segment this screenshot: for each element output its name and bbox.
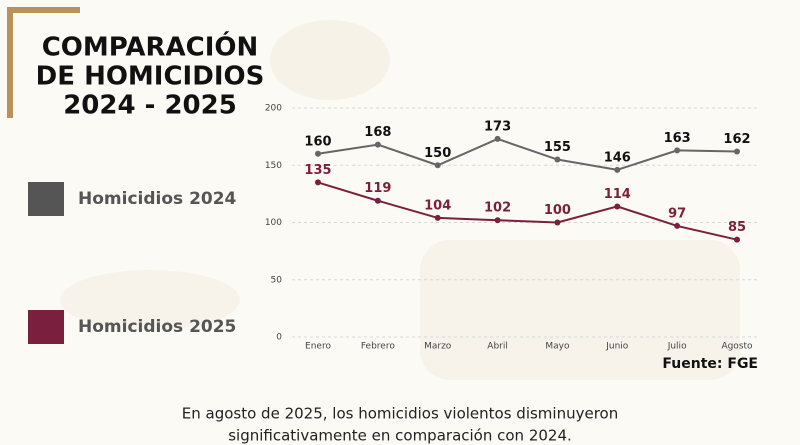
source: Fuente: FGE xyxy=(662,356,758,372)
data-label: 100 xyxy=(544,203,571,218)
background-decor xyxy=(60,20,740,380)
x-tick-label: Junio xyxy=(605,342,629,352)
point xyxy=(674,222,681,229)
legend-swatch xyxy=(28,182,64,216)
legend-swatch xyxy=(28,310,64,344)
x-tick-label: Febrero xyxy=(361,342,395,352)
point xyxy=(674,147,681,154)
x-tick-label: Enero xyxy=(305,342,331,352)
point xyxy=(434,162,441,169)
data-label: 160 xyxy=(304,134,331,149)
point xyxy=(614,203,621,210)
data-label: 114 xyxy=(604,187,631,202)
point xyxy=(554,156,561,163)
point xyxy=(494,217,501,224)
footnote: significativamente en comparación con 20… xyxy=(228,427,572,445)
data-label: 85 xyxy=(728,220,746,235)
y-tick-label: 150 xyxy=(265,161,282,171)
x-tick-label: Julio xyxy=(667,342,687,352)
data-label: 146 xyxy=(604,150,631,165)
point xyxy=(494,135,501,142)
data-label: 104 xyxy=(424,198,451,213)
x-tick-label: Marzo xyxy=(424,342,452,352)
series-line xyxy=(317,181,738,241)
data-label: 163 xyxy=(664,131,691,146)
point xyxy=(734,148,740,155)
data-label: 162 xyxy=(723,132,750,147)
legend-label: Homicidios 2025 xyxy=(78,317,236,337)
y-tick-label: 0 xyxy=(276,333,282,343)
legend-label: Homicidios 2024 xyxy=(78,189,237,209)
y-tick-label: 50 xyxy=(271,275,283,285)
point xyxy=(315,179,321,186)
point xyxy=(554,219,561,226)
point xyxy=(434,214,441,221)
x-tick-label: Mayo xyxy=(545,342,570,352)
chart-title: 2024 - 2025 xyxy=(63,91,237,121)
point xyxy=(614,166,621,173)
x-tick-label: Abril xyxy=(487,342,508,352)
data-label: 173 xyxy=(484,119,511,134)
data-label: 102 xyxy=(484,201,511,216)
point xyxy=(374,197,381,204)
data-label: 97 xyxy=(668,206,686,221)
x-tick-label: Agosto xyxy=(721,342,753,352)
footnote: En agosto de 2025, los homicidios violen… xyxy=(182,405,618,423)
y-tick-label: 100 xyxy=(265,218,282,228)
data-label: 155 xyxy=(544,140,571,155)
data-label: 119 xyxy=(364,181,391,196)
chart-title: COMPARACIÓN xyxy=(42,31,259,63)
data-label: 135 xyxy=(304,163,331,178)
point xyxy=(374,141,381,148)
series-line xyxy=(317,137,738,171)
data-label: 168 xyxy=(364,125,391,140)
point xyxy=(315,150,321,157)
data-label: 150 xyxy=(424,146,451,161)
chart-title: DE HOMICIDIOS xyxy=(36,62,265,92)
y-tick-label: 200 xyxy=(265,104,282,114)
point xyxy=(734,236,740,243)
title-bracket xyxy=(7,7,80,118)
